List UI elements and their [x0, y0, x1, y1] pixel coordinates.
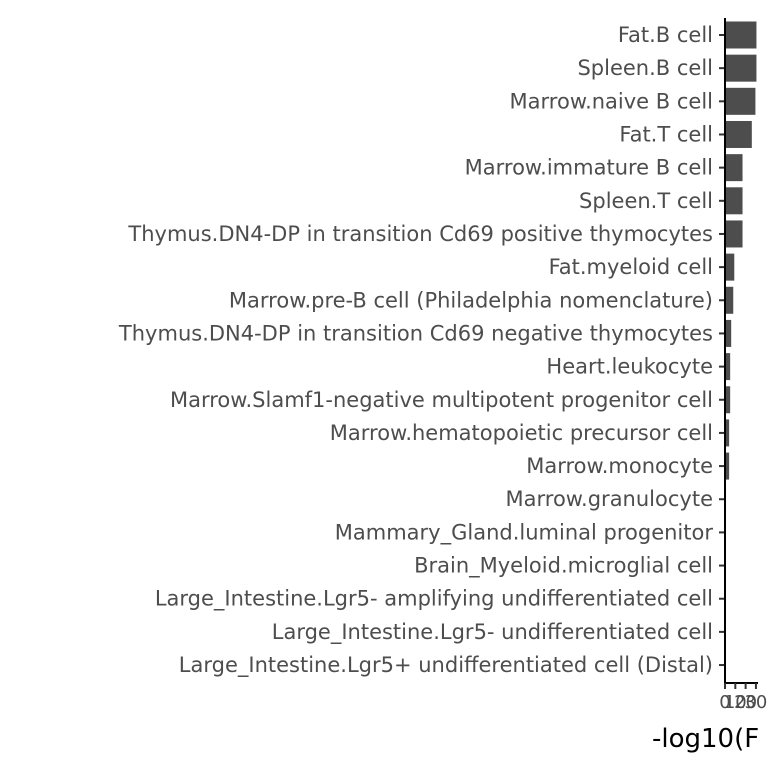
bar	[726, 386, 731, 414]
bar	[726, 419, 730, 447]
bar	[726, 286, 734, 314]
bar	[726, 353, 731, 381]
category-label: Thymus.DN4-DP in transition Cd69 negativ…	[118, 321, 713, 345]
category-label: Fat.T cell	[619, 122, 713, 146]
category-label: Brain_Myeloid.microglial cell	[414, 554, 713, 579]
category-label: Large_Intestine.Lgr5+ undifferentiated c…	[179, 653, 713, 678]
category-label: Large_Intestine.Lgr5- undifferentiated c…	[272, 620, 713, 645]
bars-group	[726, 21, 757, 513]
bar	[726, 220, 743, 248]
bar	[726, 319, 732, 347]
bar	[726, 54, 757, 82]
category-label: Marrow.granulocyte	[506, 487, 713, 511]
x-tick-label: 0	[719, 692, 730, 713]
bar	[726, 187, 743, 215]
category-label: Thymus.DN4-DP in transition Cd69 positiv…	[127, 222, 713, 246]
x-axis-title: -log10(F	[652, 724, 759, 754]
category-label: Spleen.B cell	[577, 56, 713, 80]
category-labels: Fat.B cell Spleen.B cell Marrow.naive B ce…	[118, 23, 713, 678]
bar	[726, 21, 757, 49]
category-label: Marrow.monocyte	[526, 454, 713, 478]
category-label: Heart.leukocyte	[546, 355, 713, 379]
bar	[726, 253, 735, 281]
category-label: Fat.B cell	[618, 23, 713, 47]
category-label: Marrow.Slamf1-negative multipotent proge…	[170, 388, 713, 412]
category-label: Marrow.naive B cell	[510, 89, 713, 113]
category-label: Large_Intestine.Lgr5- amplifying undiffe…	[155, 587, 713, 612]
category-label: Marrow.immature B cell	[465, 156, 713, 180]
category-label: Marrow.hematopoietic precursor cell	[330, 421, 713, 445]
x-tick-label: 30	[744, 692, 767, 713]
category-label: Spleen.T cell	[579, 189, 713, 213]
category-label: Mammary_Gland.luminal progenitor	[335, 520, 714, 545]
bar	[726, 154, 743, 182]
bar	[726, 87, 756, 115]
category-label: Marrow.pre-B cell (Philadelphia nomencla…	[229, 288, 713, 312]
category-label: Fat.myeloid cell	[549, 255, 713, 279]
x-tick-label: 20	[734, 692, 757, 713]
bar	[726, 452, 730, 480]
x-tick-label: 10	[724, 692, 747, 713]
bar	[726, 120, 752, 148]
